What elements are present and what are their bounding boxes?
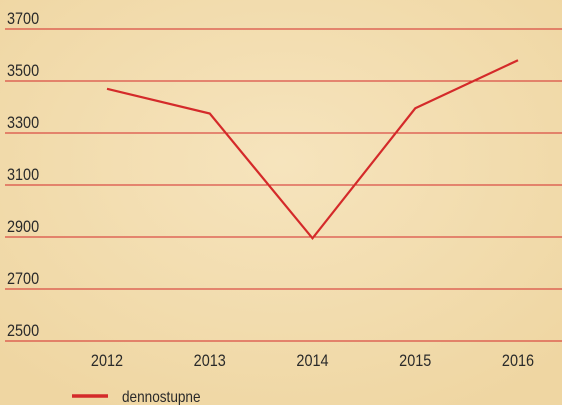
y-tick-label: 3300 xyxy=(7,114,39,132)
x-tick-label: 2015 xyxy=(399,352,431,370)
x-tick-label: 2013 xyxy=(194,352,226,370)
legend-label: dennostupne xyxy=(122,389,201,405)
y-tick-label: 2900 xyxy=(7,218,39,236)
x-tick-label: 2012 xyxy=(91,352,123,370)
x-tick-label: 2014 xyxy=(296,352,328,370)
y-tick-label: 3700 xyxy=(7,10,39,28)
y-tick-label: 2500 xyxy=(7,322,39,340)
y-tick-label: 2700 xyxy=(7,270,39,288)
series-line xyxy=(106,59,519,241)
y-tick-label: 3500 xyxy=(7,62,39,80)
x-tick-label: 2016 xyxy=(502,352,534,370)
y-tick-label: 3100 xyxy=(7,166,39,184)
